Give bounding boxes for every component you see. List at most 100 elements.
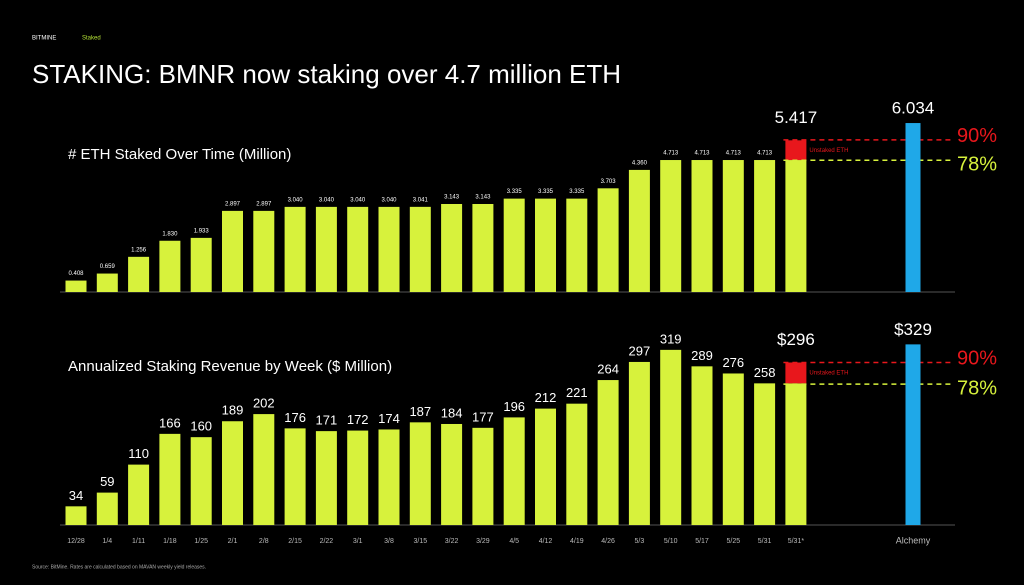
value-label: 2.897 — [225, 201, 241, 207]
bar — [441, 423, 463, 525]
bar — [566, 403, 588, 525]
value-label: 3.143 — [444, 195, 460, 201]
bar — [409, 206, 431, 292]
value-label: 34 — [69, 488, 83, 503]
value-label: 4.360 — [632, 160, 648, 166]
bar — [128, 256, 150, 292]
value-label: 4.713 — [726, 151, 742, 157]
benchmark-label: $329 — [894, 320, 932, 339]
value-label: 0.659 — [100, 264, 116, 270]
x-tick-label: 5/17 — [695, 538, 709, 545]
value-label: 189 — [222, 403, 244, 418]
bar — [159, 433, 181, 525]
bar — [128, 464, 150, 525]
slide-title: STAKING: BMNR now staking over 4.7 milli… — [32, 59, 621, 89]
x-tick-label: 1/18 — [163, 538, 177, 545]
x-tick-label: 5/31 — [758, 538, 772, 545]
bar — [472, 203, 494, 292]
unstaked-segment — [785, 140, 807, 161]
bar — [65, 506, 87, 525]
value-label: 3.335 — [507, 189, 523, 195]
x-tick-label: 3/15 — [413, 538, 427, 545]
value-label: 264 — [597, 362, 619, 377]
bar — [222, 210, 243, 292]
benchmark-label: 6.034 — [892, 99, 935, 118]
x-tick-label: 5/31* — [788, 538, 805, 545]
value-label: 177 — [472, 409, 494, 424]
bar — [535, 408, 556, 525]
bar — [315, 206, 337, 292]
bar — [628, 169, 650, 292]
x-tick-label: 4/12 — [539, 538, 553, 545]
x-tick-label: 2/15 — [288, 538, 302, 545]
segment-label: Unstaked ETH — [809, 148, 848, 154]
bar — [722, 160, 744, 292]
stack-total: 5.417 — [775, 108, 818, 127]
bar — [785, 383, 807, 525]
x-tick-label: 3/29 — [476, 538, 490, 545]
bar — [628, 361, 650, 525]
value-label: 160 — [190, 419, 212, 434]
x-tick-label: 1/11 — [132, 538, 145, 545]
bar — [597, 380, 619, 525]
bar — [159, 240, 181, 292]
benchmark-bar — [905, 344, 921, 525]
bar — [660, 349, 682, 525]
unstaked-segment — [785, 362, 807, 384]
value-label: 297 — [629, 343, 651, 358]
x-tick-label: 2/8 — [259, 538, 269, 545]
bar — [566, 198, 588, 292]
value-label: 3.335 — [569, 189, 585, 195]
x-tick-label: 1/4 — [102, 538, 112, 545]
value-label: 166 — [159, 415, 181, 430]
bar — [284, 428, 306, 525]
bar — [754, 160, 776, 292]
bar — [253, 414, 275, 525]
x-tick-label: 4/5 — [509, 538, 519, 545]
reference-label: 90% — [957, 348, 997, 370]
bar — [441, 203, 463, 292]
value-label: 2.897 — [256, 201, 272, 207]
x-tick-label: 2/22 — [320, 538, 334, 545]
value-label: 4.713 — [663, 151, 679, 157]
bar — [660, 160, 682, 292]
reference-label: 78% — [957, 377, 997, 399]
bar — [96, 492, 118, 525]
chart-title: Annualized Staking Revenue by Week ($ Mi… — [68, 358, 392, 375]
value-label: 319 — [660, 331, 682, 346]
reference-label: 78% — [957, 153, 997, 175]
reference-label: 90% — [957, 125, 997, 147]
x-tick-label: 12/28 — [67, 538, 85, 545]
bar — [535, 198, 556, 292]
bar — [190, 237, 212, 292]
value-label: 171 — [316, 413, 338, 428]
x-tick-label: 1/25 — [194, 538, 208, 545]
value-label: 276 — [722, 355, 744, 370]
value-label: 4.713 — [757, 151, 773, 157]
bar — [785, 160, 807, 292]
x-tick-label: 3/22 — [445, 538, 459, 545]
benchmark-bar — [905, 123, 921, 292]
bar — [691, 366, 713, 525]
benchmark-name: Alchemy — [896, 535, 931, 545]
bar — [754, 383, 776, 525]
x-tick-label: 3/1 — [353, 538, 363, 545]
bar — [722, 373, 744, 525]
brand: BITMINE — [32, 36, 56, 42]
bar — [347, 206, 369, 292]
value-label: 221 — [566, 385, 588, 400]
bar — [96, 273, 118, 292]
value-label: 174 — [378, 411, 400, 426]
value-label: 110 — [128, 446, 149, 461]
x-tick-label: 5/3 — [635, 538, 645, 545]
stack-total: $296 — [777, 330, 815, 349]
value-label: 1.256 — [131, 247, 147, 253]
segment-label: Unstaked ETH — [809, 371, 848, 377]
bar — [503, 198, 525, 292]
x-tick-label: 2/1 — [228, 538, 238, 545]
value-label: 4.713 — [694, 151, 710, 157]
value-label: 3.040 — [319, 197, 335, 203]
bar — [222, 421, 243, 525]
